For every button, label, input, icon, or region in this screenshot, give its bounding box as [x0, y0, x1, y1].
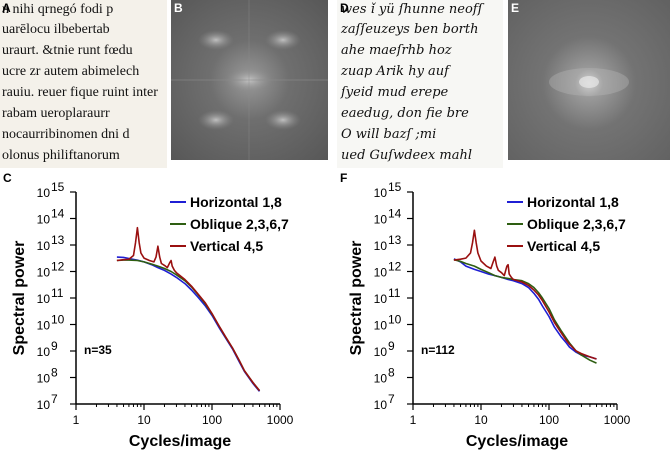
x-tick-label: 1000	[267, 413, 294, 427]
y-tick-label-exponent: 13	[388, 233, 402, 247]
series-line-0	[453, 258, 597, 360]
y-tick-label-base: 10	[37, 292, 51, 306]
y-tick-label-base: 10	[374, 239, 388, 253]
legend-entry-2: Vertical 4,5	[190, 238, 263, 254]
y-tick-label-exponent: 14	[388, 207, 402, 221]
y-tick-label-exponent: 14	[51, 207, 65, 221]
y-tick-label-exponent: 11	[51, 286, 64, 300]
sample-size-annotation: n=112	[421, 343, 455, 357]
series-line-0	[116, 256, 261, 392]
handwriting-line: eaedug, don fie bre	[341, 106, 469, 121]
panel-a-manuscript-image: n nihi qrnegó fodi p uarēlocu ilbebertab…	[0, 0, 167, 168]
series-line-2	[116, 226, 261, 392]
y-tick-label-base: 10	[374, 398, 388, 412]
y-tick-label-base: 10	[374, 345, 388, 359]
y-tick-label-exponent: 12	[388, 260, 402, 274]
y-tick-label-exponent: 8	[388, 366, 395, 380]
y-tick-label-base: 10	[374, 213, 388, 227]
legend-entry-1: Oblique 2,3,6,7	[527, 216, 626, 232]
y-tick-label-exponent: 15	[388, 180, 402, 194]
x-tick-label: 10	[137, 413, 151, 427]
x-tick-label: 100	[202, 413, 222, 427]
panel-e-spectrum-image	[508, 0, 670, 160]
y-tick-label-base: 10	[374, 319, 388, 333]
y-tick-label-base: 10	[374, 292, 388, 306]
y-tick-label-exponent: 9	[51, 339, 58, 353]
x-tick-label: 1	[410, 413, 417, 427]
handwriting-line: zaſſeuzeys ben borth	[341, 22, 479, 37]
spectrum-pattern-b	[171, 0, 328, 160]
panel-label-c: C	[3, 171, 12, 185]
series-line-1	[116, 259, 261, 392]
panel-b-spectrum-image	[171, 0, 328, 160]
x-tick-label: 1000	[604, 413, 631, 427]
legend-entry-2: Vertical 4,5	[527, 238, 600, 254]
y-tick-label-exponent: 10	[51, 313, 65, 327]
x-tick-label: 10	[474, 413, 488, 427]
handwriting-line: wes ǐ yü ſhunne neofſ	[341, 2, 483, 17]
manuscript-line: uraurt. &tnie runt fœdu	[2, 43, 133, 58]
manuscript-line: n nihi qrnegó fodi p	[2, 2, 114, 17]
panel-d-handwriting-image: wes ǐ yü ſhunne neofſ zaſſeuzeys ben bor…	[337, 0, 503, 168]
manuscript-line: ucre zr autem abimelech	[2, 64, 140, 79]
y-tick-label-exponent: 7	[51, 392, 58, 406]
y-tick-label-base: 10	[37, 345, 51, 359]
y-tick-label-exponent: 9	[388, 339, 395, 353]
manuscript-line: olonus philiftanorum	[2, 148, 120, 163]
y-tick-label-base: 10	[37, 186, 51, 200]
y-axis-label: Spectral power	[11, 241, 28, 356]
legend-entry-0: Horizontal 1,8	[190, 194, 282, 210]
y-tick-label-base: 10	[37, 372, 51, 386]
manuscript-line: nocaurribinomen dni d	[2, 127, 130, 142]
spectrum-pattern-e	[549, 68, 629, 96]
manuscript-line: uarēlocu ilbebertab	[2, 22, 110, 37]
y-tick-label-base: 10	[37, 239, 51, 253]
sample-size-annotation: n=35	[84, 343, 112, 357]
y-tick-label-base: 10	[374, 186, 388, 200]
panel-label-e: E	[511, 1, 520, 15]
y-tick-label-exponent: 7	[388, 392, 395, 406]
y-tick-label-exponent: 10	[388, 313, 402, 327]
handwriting-line: ſyeid mud erepe	[341, 85, 449, 100]
panel-label-d: D	[340, 1, 349, 15]
y-tick-label-exponent: 12	[51, 260, 65, 274]
x-tick-label: 1	[73, 413, 80, 427]
handwriting-line: ued Guſwdeex mahl	[341, 148, 472, 163]
handwriting-line: O will bazſ ;mi	[341, 127, 437, 142]
x-axis-label: Cycles/image	[129, 433, 231, 450]
y-tick-label-exponent: 13	[51, 233, 65, 247]
panel-label-b: B	[174, 1, 183, 15]
x-axis-label: Cycles/image	[466, 433, 568, 450]
y-tick-label-base: 10	[374, 266, 388, 280]
y-tick-label-base: 10	[37, 213, 51, 227]
y-tick-label-base: 10	[37, 319, 51, 333]
y-tick-label-exponent: 8	[51, 366, 58, 380]
legend-entry-0: Horizontal 1,8	[527, 194, 619, 210]
y-tick-label-base: 10	[374, 372, 388, 386]
series-line-2	[453, 229, 597, 360]
x-tick-label: 100	[539, 413, 559, 427]
panel-label-f: F	[340, 171, 348, 185]
series-line-1	[453, 258, 597, 364]
manuscript-line: rauiu. reuer fique ruint inter	[2, 85, 158, 100]
y-axis-label: Spectral power	[348, 241, 365, 356]
legend-entry-1: Oblique 2,3,6,7	[190, 216, 289, 232]
handwriting-line: zuap Arik hy auf	[341, 64, 449, 79]
y-tick-label-base: 10	[37, 398, 51, 412]
y-tick-label-exponent: 11	[388, 286, 401, 300]
y-tick-label-base: 10	[37, 266, 51, 280]
handwriting-line: ahe maeſrhb hoz	[341, 43, 452, 58]
manuscript-line: rabam ueroplaraurr	[2, 106, 110, 121]
panel-label-a: A	[2, 1, 11, 15]
y-tick-label-exponent: 15	[51, 180, 65, 194]
